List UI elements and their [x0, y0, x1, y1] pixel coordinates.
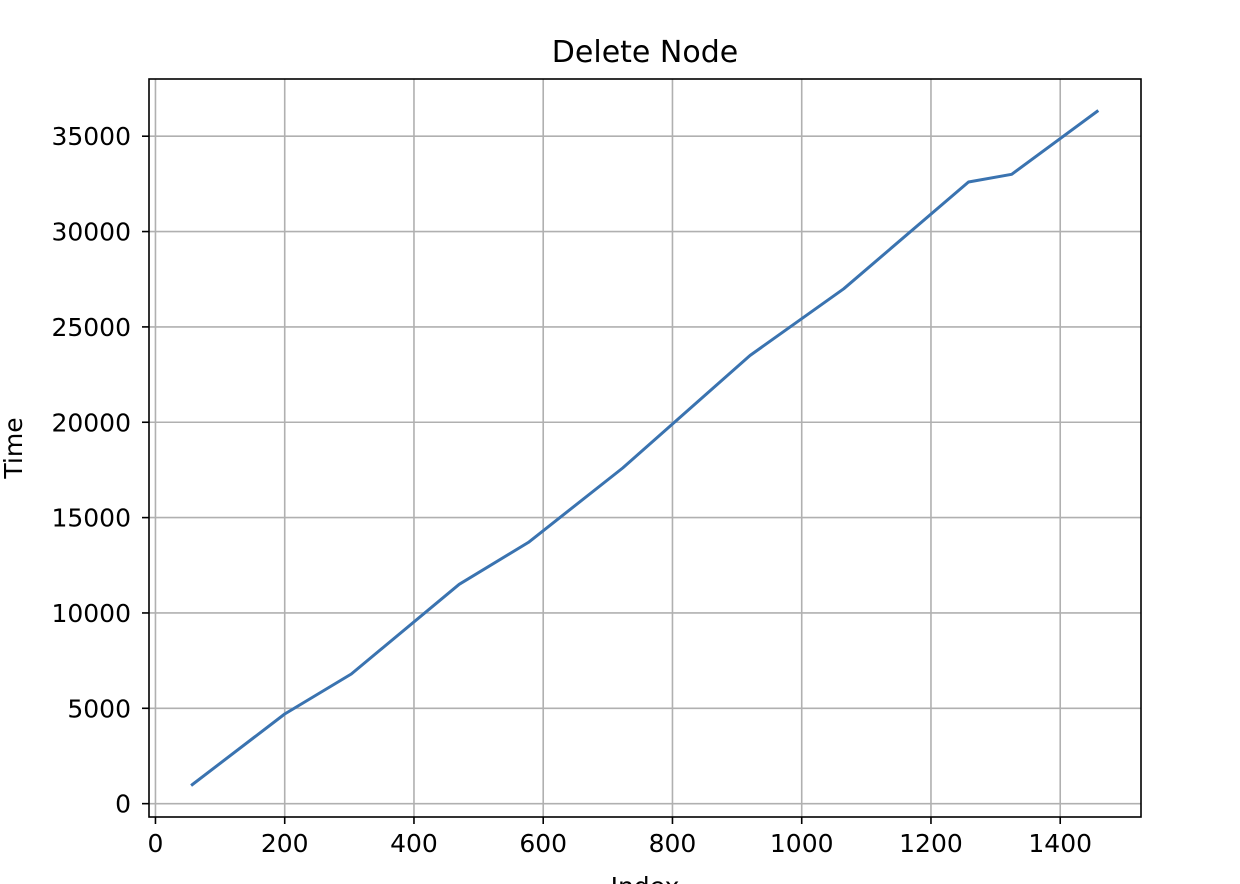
data-point — [351, 673, 352, 674]
data-point — [1011, 174, 1012, 175]
x-tick-label: 600 — [519, 829, 567, 858]
data-point — [622, 468, 623, 469]
y-tick-label: 30000 — [51, 218, 131, 247]
grid — [149, 79, 1141, 817]
y-tick-label: 15000 — [51, 504, 131, 533]
y-tick-label: 10000 — [51, 599, 131, 628]
x-tick-label: 400 — [390, 829, 438, 858]
data-point — [1097, 111, 1098, 112]
data-point — [284, 714, 285, 715]
series-layer — [190, 109, 1100, 787]
data-point — [750, 355, 751, 356]
data-point — [968, 181, 969, 182]
x-axis-ticks: 0 200 400 600 800 1000 1200 1400 — [148, 817, 1092, 858]
chart-title: Delete Node — [552, 35, 738, 70]
y-tick-label: 0 — [115, 790, 131, 819]
data-point — [843, 288, 844, 289]
y-axis-ticks: 0 5000 10000 15000 20000 25000 30000 35000 — [51, 122, 149, 819]
x-tick-label: 0 — [148, 829, 164, 858]
x-tick-label: 1000 — [770, 829, 834, 858]
data-point — [528, 542, 529, 543]
y-tick-label: 25000 — [51, 313, 131, 342]
data-point — [192, 784, 193, 785]
x-tick-label: 800 — [649, 829, 697, 858]
y-tick-label: 35000 — [51, 122, 131, 151]
x-tick-label: 1400 — [1028, 829, 1092, 858]
y-axis-label: Time — [0, 417, 28, 479]
x-axis-label: Index — [611, 872, 680, 884]
y-tick-label: 5000 — [67, 694, 131, 723]
plot-frame — [148, 78, 1142, 818]
y-tick-label: 20000 — [51, 408, 131, 437]
x-tick-label: 200 — [261, 829, 309, 858]
series-line — [190, 109, 1100, 787]
x-tick-label: 1200 — [899, 829, 963, 858]
data-point — [459, 584, 460, 585]
